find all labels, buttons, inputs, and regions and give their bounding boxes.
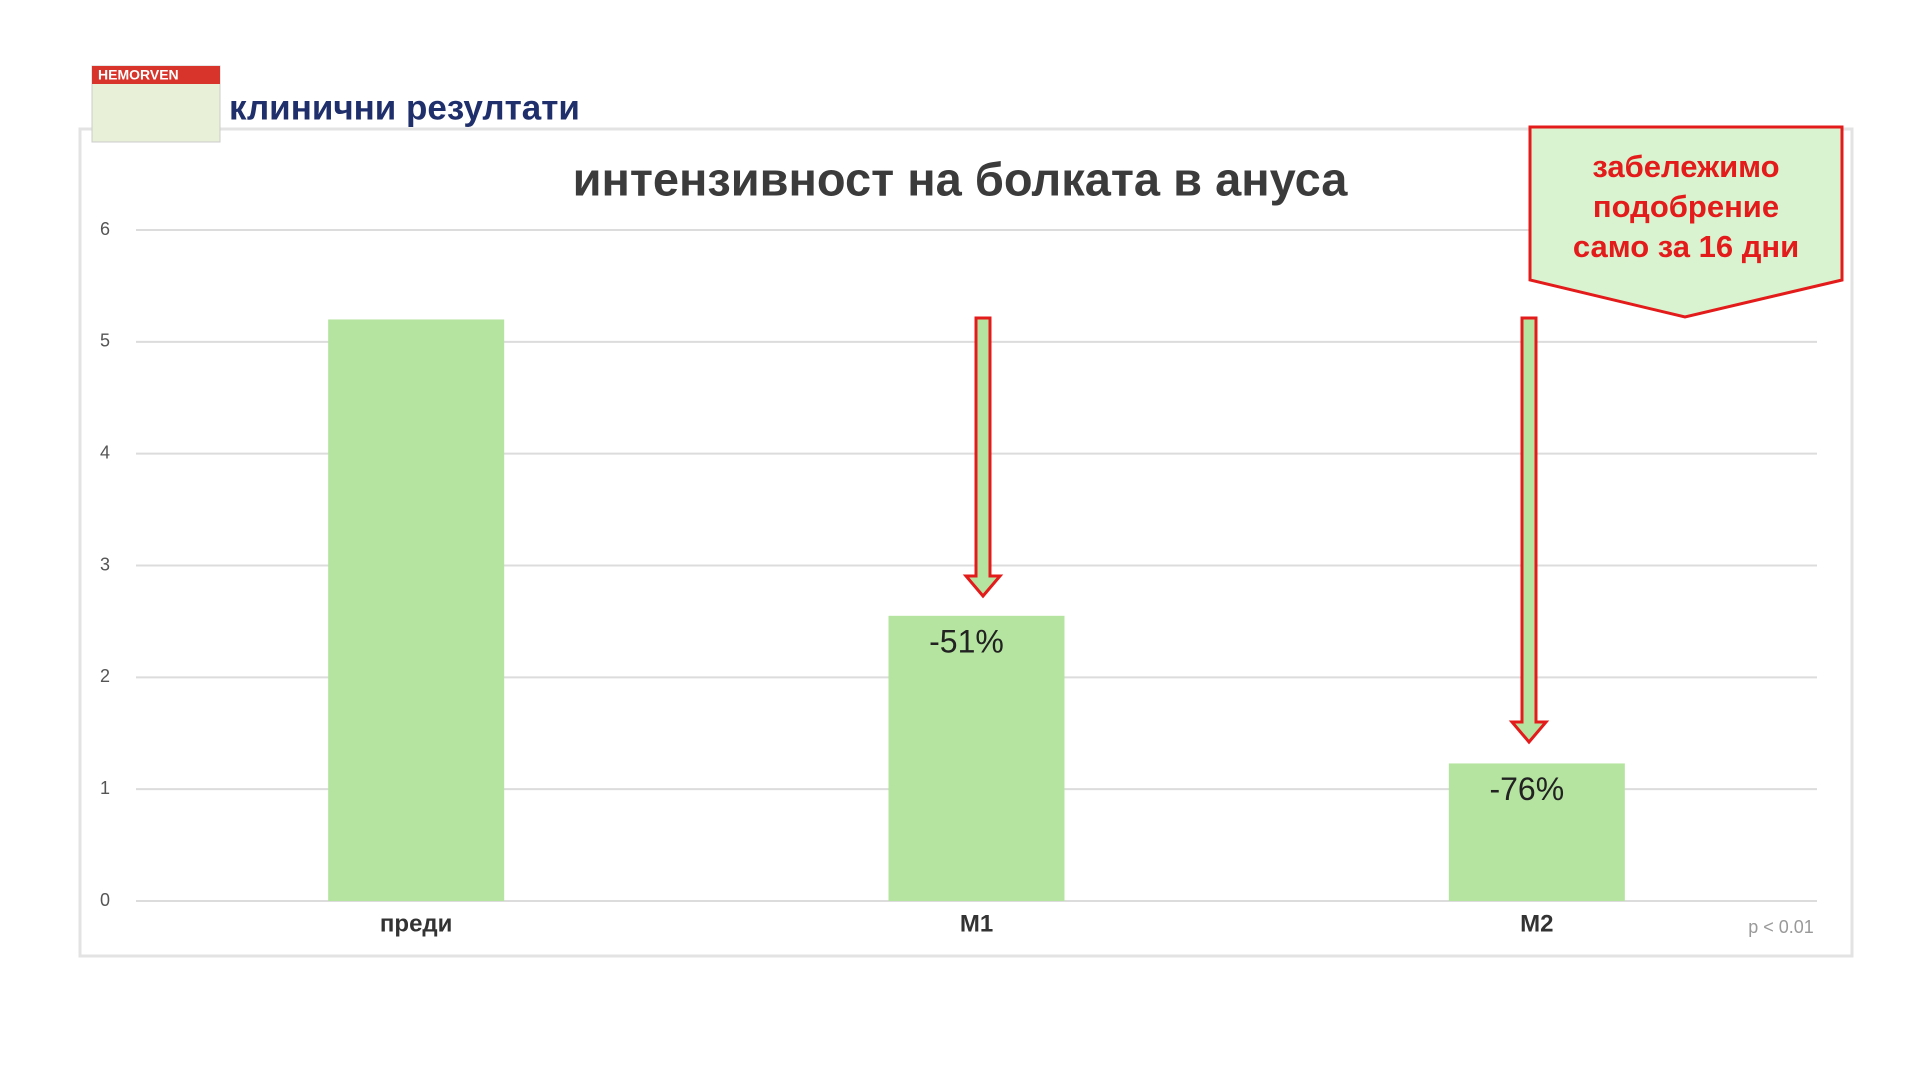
- chart-title: интензивност на болката в ануса: [573, 152, 1349, 205]
- change-label: -76%: [1489, 771, 1564, 807]
- y-tick-label: 0: [100, 890, 110, 910]
- page-title: клинични резултати: [229, 88, 580, 127]
- arrow: [962, 316, 1004, 599]
- y-tick-label: 3: [100, 554, 110, 574]
- bar: [328, 319, 505, 901]
- logo: HEMORVEN: [91, 65, 221, 143]
- y-tick-label: 6: [100, 219, 110, 239]
- x-tick-label: преди: [380, 910, 453, 937]
- callout-text: само за 16 дни: [1573, 229, 1799, 264]
- y-tick-label: 2: [100, 666, 110, 686]
- y-tick-label: 5: [100, 331, 110, 351]
- callout-text: подобрение: [1593, 189, 1779, 224]
- bar: [1448, 763, 1625, 901]
- callout-text: забележимо: [1592, 149, 1779, 184]
- x-tick-label: М1: [960, 910, 993, 937]
- y-tick-label: 4: [100, 442, 110, 462]
- callout-box: [1528, 125, 1844, 319]
- p-value-note: p < 0.01: [1748, 917, 1814, 937]
- change-label: -51%: [929, 623, 1004, 659]
- y-tick-label: 1: [100, 778, 110, 798]
- logo-text: HEMORVEN: [98, 67, 179, 83]
- x-tick-label: М2: [1520, 910, 1553, 937]
- arrow: [1508, 316, 1550, 745]
- bar: [888, 615, 1065, 901]
